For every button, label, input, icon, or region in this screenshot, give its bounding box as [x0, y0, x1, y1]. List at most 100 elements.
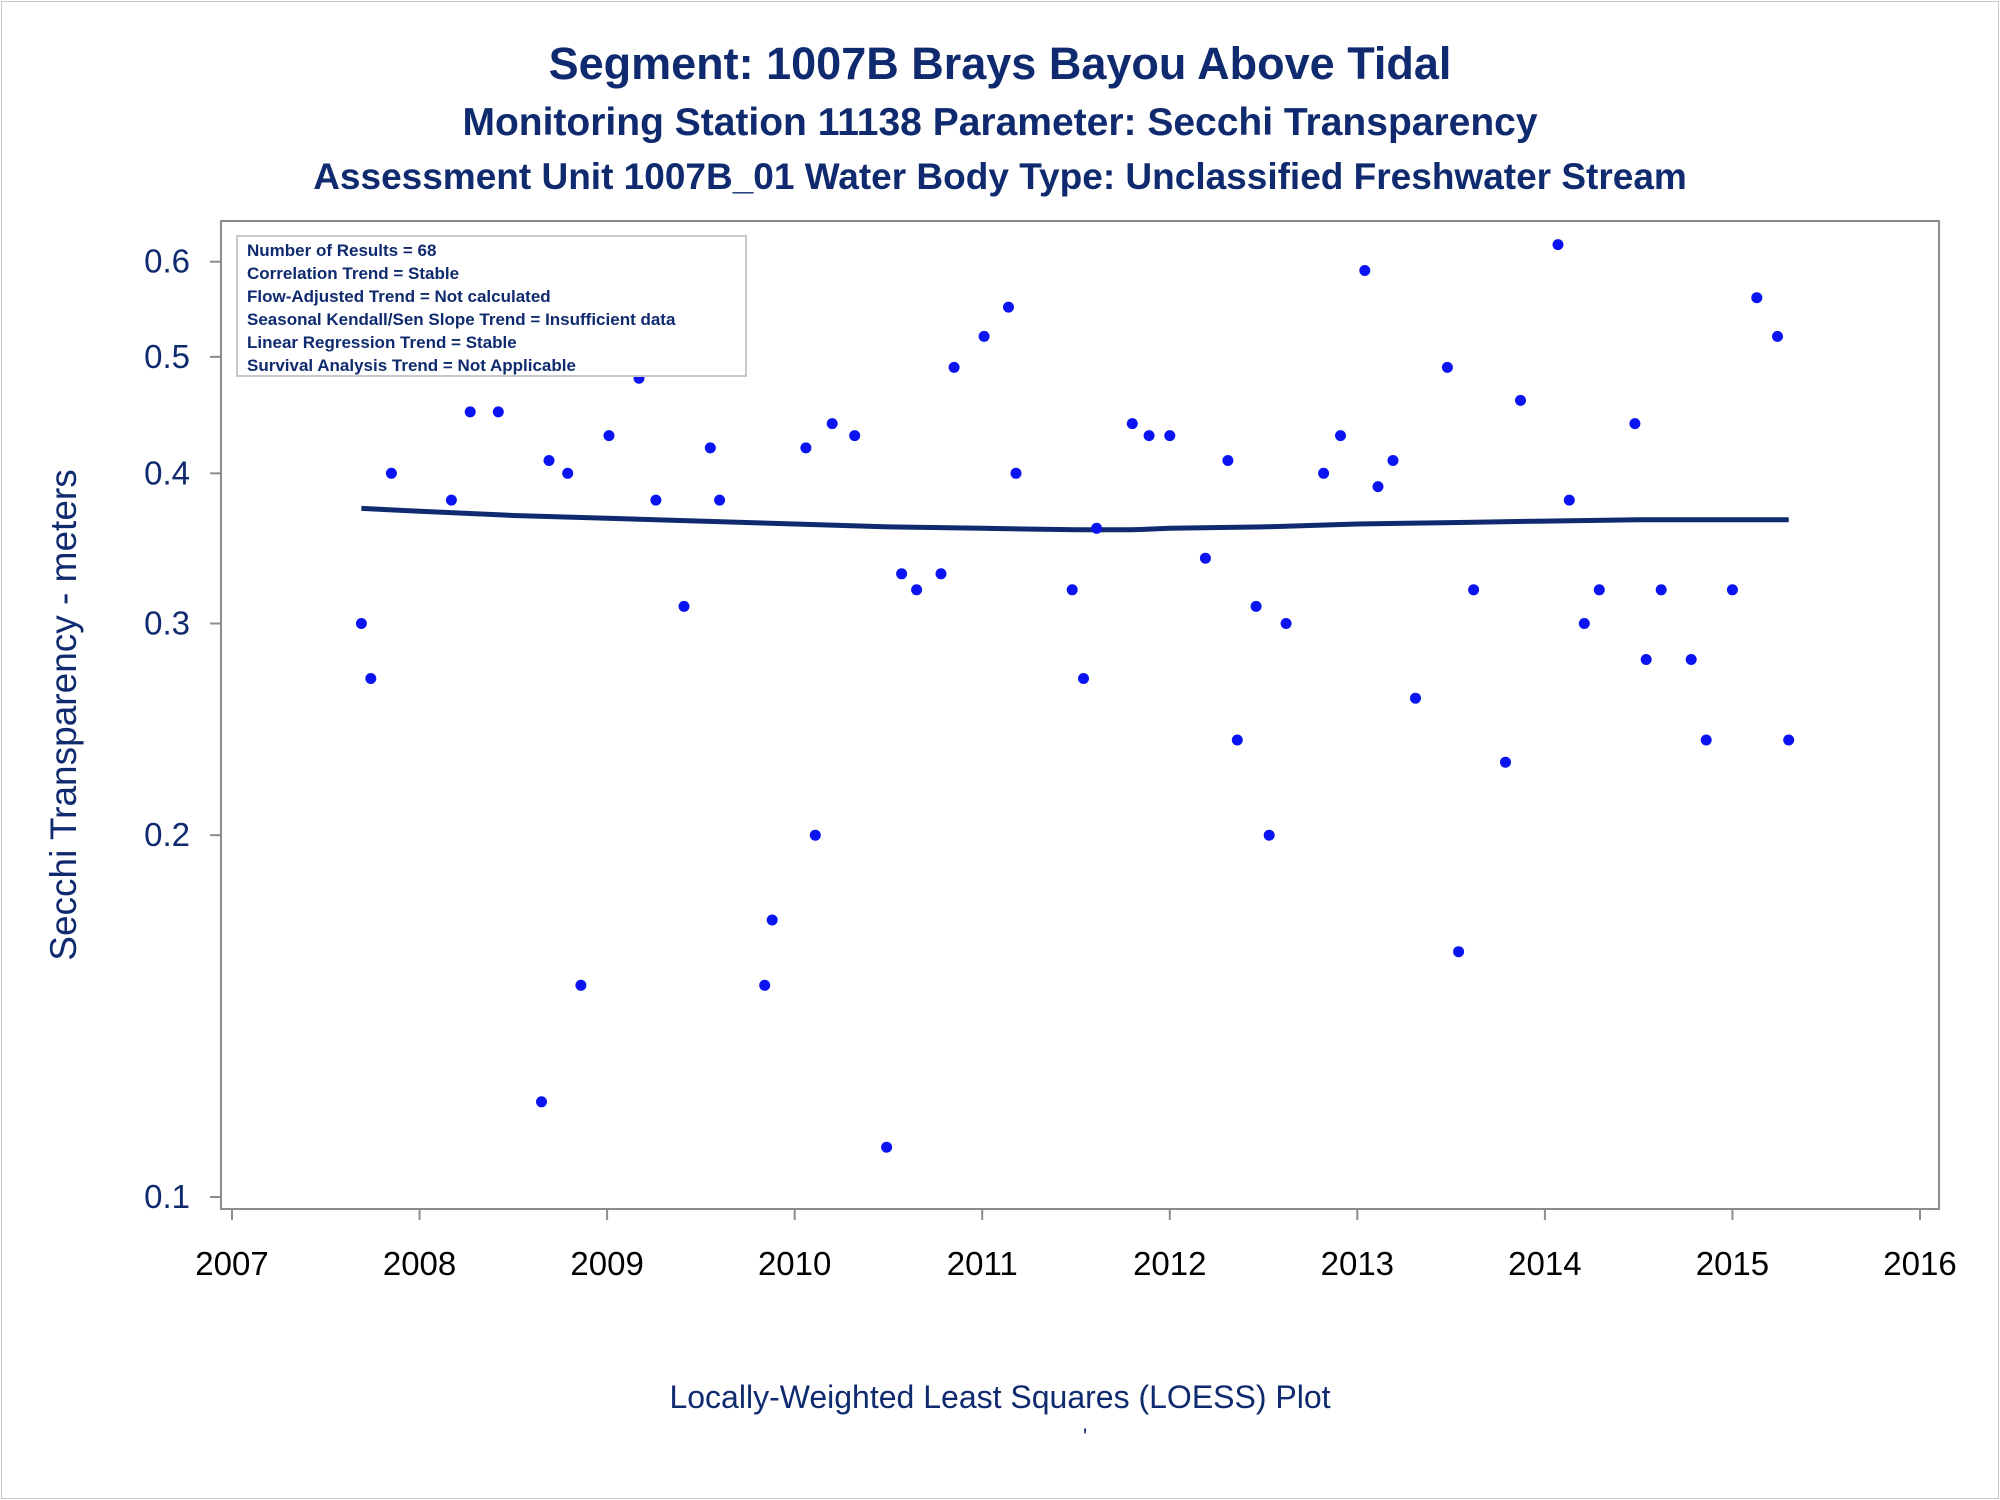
data-point	[1593, 584, 1605, 596]
y-tick-label: 0.4	[144, 454, 190, 491]
data-point	[1783, 734, 1795, 746]
data-point	[1640, 654, 1652, 665]
data-point	[1468, 584, 1480, 596]
data-point	[650, 494, 662, 506]
data-point	[1003, 301, 1014, 313]
data-point	[1250, 600, 1262, 612]
data-point	[881, 1141, 893, 1153]
x-tick-label: 2010	[758, 1245, 831, 1282]
x-tick-label: 2013	[1321, 1245, 1394, 1282]
stats-box-line: Correlation Trend = Stable	[247, 264, 459, 283]
data-point	[766, 914, 778, 926]
data-point	[948, 361, 960, 373]
data-point	[1199, 552, 1211, 564]
x-tick-label: 2009	[570, 1245, 643, 1282]
data-point	[1091, 522, 1103, 534]
data-point	[800, 442, 812, 454]
data-point	[1515, 394, 1526, 406]
data-point	[1231, 734, 1243, 746]
data-point	[1552, 239, 1564, 251]
x-tick-label: 2012	[1133, 1245, 1206, 1282]
data-point	[1318, 467, 1330, 479]
data-point	[1078, 673, 1089, 684]
stats-box-line: Flow-Adjusted Trend = Not calculated	[247, 287, 551, 306]
stats-box-line: Linear Regression Trend = Stable	[247, 333, 517, 352]
chart-title: Segment: 1007B Brays Bayou Above Tidal	[548, 38, 1452, 89]
stats-box-line: Number of Results = 68	[247, 241, 436, 260]
y-axis-label: Secchi Transparency - meters	[43, 469, 84, 960]
data-point	[1126, 418, 1138, 430]
data-point	[1629, 418, 1641, 430]
data-point	[575, 979, 587, 991]
data-point	[809, 829, 821, 841]
data-point	[1500, 756, 1511, 768]
data-point	[826, 418, 838, 430]
data-point	[1263, 829, 1275, 841]
data-point	[896, 568, 908, 580]
data-point	[1335, 430, 1346, 442]
data-point	[935, 568, 947, 580]
data-point	[464, 406, 476, 418]
data-point	[543, 455, 555, 466]
loess-layer	[361, 505, 1789, 533]
data-point	[365, 673, 377, 684]
data-points	[355, 239, 1795, 1153]
data-point	[704, 442, 716, 454]
x-tick-label: 2011	[947, 1245, 1018, 1282]
chart-subtitle: Monitoring Station 11138 Parameter: Secc…	[462, 101, 1538, 144]
data-point	[1578, 618, 1590, 629]
data-point	[1222, 455, 1234, 466]
data-point	[385, 467, 397, 479]
data-point	[1143, 430, 1155, 442]
y-tick-label: 0.6	[144, 243, 190, 280]
y-axis: 0.1 0.2 0.3 0.4 0.5 0.6	[144, 243, 221, 1215]
plot-footnote: Locally-Weighted Least Squares (LOESS) P…	[669, 1379, 1331, 1415]
data-point	[714, 494, 726, 506]
data-point	[1387, 455, 1399, 466]
data-point	[1164, 430, 1176, 442]
stats-box: Number of Results = 68 Correlation Trend …	[236, 235, 747, 377]
data-point	[1280, 618, 1292, 629]
x-tick-label: 2007	[195, 1245, 268, 1282]
data-point	[1372, 481, 1384, 493]
y-tick-label: 0.5	[144, 338, 190, 375]
data-point	[1655, 584, 1667, 596]
y-tick-label: 0.3	[144, 605, 190, 642]
data-point	[562, 467, 574, 479]
data-point	[1685, 654, 1697, 665]
data-point	[1563, 494, 1575, 506]
y-tick-label: 0.1	[144, 1178, 190, 1215]
data-point	[1410, 692, 1421, 704]
data-point	[355, 618, 367, 629]
stats-box-line: Seasonal Kendall/Sen Slope Trend = Insuf…	[247, 310, 676, 329]
data-point	[536, 1096, 547, 1108]
x-axis: 2007 2008 2009 2010 2011 2012 2013 2014 2015 2016	[195, 1209, 1957, 1282]
x-tick-label: 2014	[1508, 1245, 1581, 1282]
data-point	[678, 600, 690, 612]
data-point	[492, 406, 504, 418]
data-point	[1700, 734, 1712, 746]
data-point	[978, 330, 990, 342]
data-point	[1726, 584, 1738, 596]
data-point	[1441, 361, 1453, 373]
data-point	[445, 494, 457, 506]
data-point	[1010, 467, 1022, 479]
stats-box-line: Survival Analysis Trend = Not Applicable	[247, 356, 576, 375]
loess-line	[361, 505, 1789, 533]
x-tick-label: 2008	[383, 1245, 456, 1282]
data-point	[849, 430, 861, 442]
data-point	[1453, 946, 1465, 958]
plot-area	[220, 220, 1940, 1210]
chart-subtitle-2: Assessment Unit 1007B_01 Water Body Type…	[313, 156, 1687, 197]
data-point	[1751, 292, 1763, 304]
x-tick-label: 2015	[1696, 1245, 1769, 1282]
data-point	[1359, 265, 1371, 276]
x-tick-label: 2016	[1883, 1245, 1956, 1282]
footnote-mark: '	[1083, 1424, 1088, 1449]
data-point	[911, 584, 923, 596]
data-point	[1772, 330, 1783, 342]
stats-box-border	[236, 235, 747, 377]
data-point	[759, 979, 771, 991]
